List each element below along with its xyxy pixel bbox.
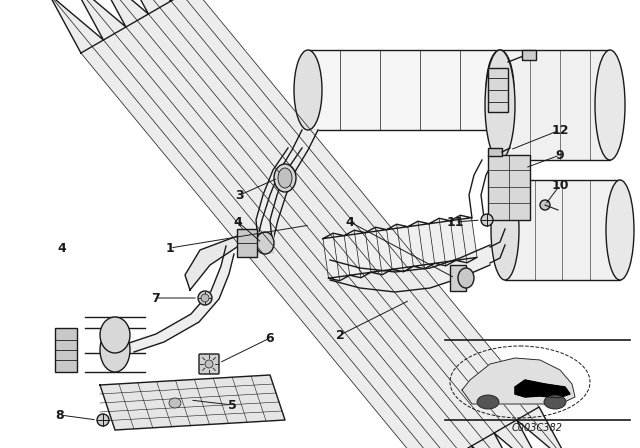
Bar <box>450 265 466 291</box>
Text: 7: 7 <box>150 292 159 305</box>
Polygon shape <box>323 215 477 281</box>
Ellipse shape <box>274 164 296 192</box>
Polygon shape <box>462 358 575 404</box>
Text: 4: 4 <box>58 241 67 254</box>
Ellipse shape <box>491 180 519 280</box>
Ellipse shape <box>100 328 130 372</box>
Bar <box>488 68 508 112</box>
Bar <box>256 232 274 254</box>
Ellipse shape <box>256 232 274 254</box>
Polygon shape <box>256 148 302 240</box>
Ellipse shape <box>595 50 625 160</box>
Text: 8: 8 <box>56 409 64 422</box>
Text: 11: 11 <box>446 215 464 228</box>
Ellipse shape <box>481 214 493 226</box>
Bar <box>522 50 536 60</box>
Bar <box>500 50 610 160</box>
Ellipse shape <box>205 360 213 368</box>
Ellipse shape <box>100 317 130 353</box>
FancyBboxPatch shape <box>199 354 219 374</box>
Text: 9: 9 <box>556 148 564 161</box>
Text: 10: 10 <box>551 178 569 191</box>
Ellipse shape <box>201 294 209 302</box>
Bar <box>237 229 257 257</box>
Ellipse shape <box>544 395 566 409</box>
Text: 4: 4 <box>234 215 243 228</box>
Ellipse shape <box>540 200 550 210</box>
Ellipse shape <box>458 268 474 288</box>
Text: 2: 2 <box>335 328 344 341</box>
Polygon shape <box>185 235 265 290</box>
Ellipse shape <box>486 50 514 130</box>
Bar <box>308 50 500 130</box>
Bar <box>488 148 502 156</box>
Polygon shape <box>49 0 571 448</box>
Text: 5: 5 <box>228 399 236 412</box>
Polygon shape <box>257 130 318 240</box>
Text: 12: 12 <box>551 124 569 137</box>
Bar <box>505 180 620 280</box>
Ellipse shape <box>606 180 634 280</box>
Text: C003C382: C003C382 <box>511 423 563 433</box>
Polygon shape <box>515 380 570 398</box>
Ellipse shape <box>278 168 292 188</box>
Polygon shape <box>330 245 490 292</box>
Text: 3: 3 <box>236 189 244 202</box>
Bar <box>55 328 77 372</box>
Ellipse shape <box>169 398 181 408</box>
Ellipse shape <box>238 232 256 254</box>
Polygon shape <box>126 246 234 352</box>
Bar <box>238 232 256 254</box>
Polygon shape <box>100 375 285 430</box>
Text: 4: 4 <box>346 215 355 228</box>
Ellipse shape <box>294 50 322 130</box>
Ellipse shape <box>198 291 212 305</box>
Bar <box>488 155 530 220</box>
Text: 1: 1 <box>166 241 174 254</box>
Ellipse shape <box>97 414 109 426</box>
Ellipse shape <box>485 50 515 160</box>
Text: 6: 6 <box>266 332 275 345</box>
Ellipse shape <box>477 395 499 409</box>
